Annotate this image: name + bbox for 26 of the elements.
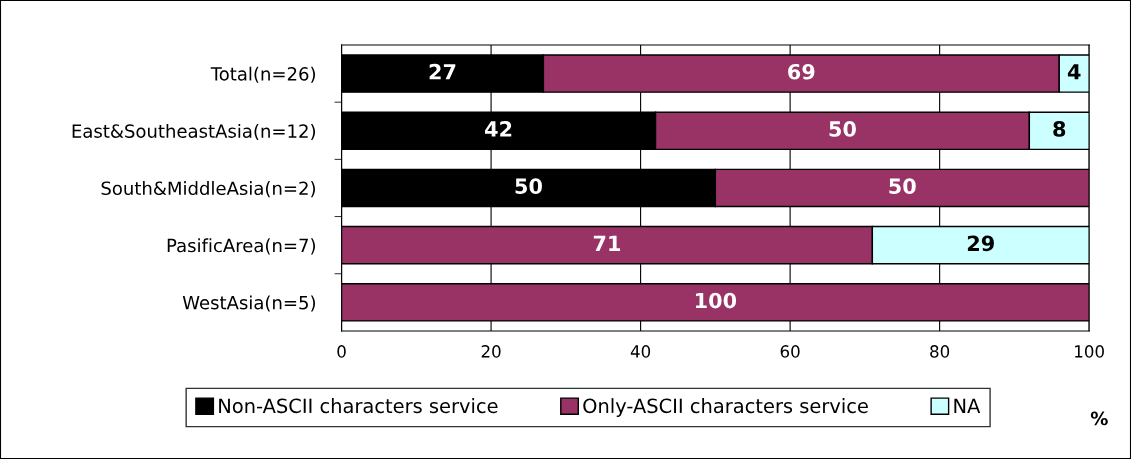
y-tick-label: South&MiddleAsia(n=2): [101, 181, 316, 198]
data-label: 100: [695, 292, 737, 309]
data-label: 29: [967, 235, 994, 252]
data-label: 8: [1053, 121, 1066, 137]
y-tick-label: Total(n=26): [210, 66, 316, 83]
x-axis-title: %: [1090, 411, 1108, 426]
data-label: 69: [788, 63, 815, 80]
x-tick-label: 20: [481, 345, 501, 358]
x-tick-label: 60: [780, 345, 800, 358]
data-label: 50: [515, 178, 542, 195]
data-label: 4: [1067, 64, 1081, 80]
x-tick-label: 100: [1075, 345, 1104, 358]
legend-label: Only-ASCII characters service: [583, 398, 868, 417]
x-tick-label: 40: [630, 345, 651, 358]
data-label: 27: [429, 63, 456, 80]
data-label: 42: [485, 121, 512, 137]
legend-label: NA: [954, 398, 981, 413]
legend-label: Non-ASCII characters service: [219, 398, 498, 414]
y-tick-label: East&SoutheastAsia(n=12): [72, 123, 316, 141]
x-tick-label: 0: [337, 345, 346, 358]
data-label: 50: [889, 178, 916, 195]
data-label: 71: [593, 235, 621, 251]
x-tick-label: 80: [930, 345, 950, 358]
y-tick-label: WestAsia(n=5): [182, 295, 316, 312]
y-tick-label: PasificArea(n=7): [167, 238, 316, 255]
data-label: 50: [829, 121, 856, 137]
